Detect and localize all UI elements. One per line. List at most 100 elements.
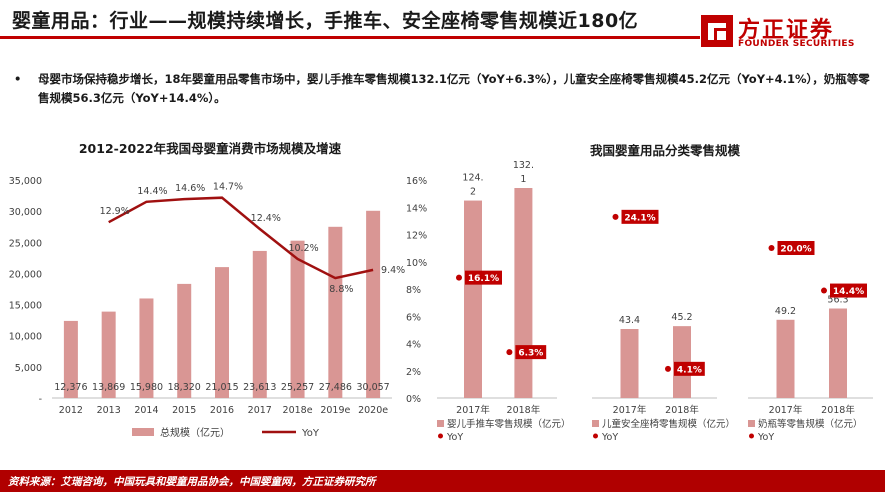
- chart1-bar: [215, 267, 229, 398]
- chart2-yoy-label-box: [621, 209, 659, 224]
- chart2-bar-value-label: 56.3: [827, 294, 848, 305]
- chart2-yoy-label: 20.0%: [780, 245, 811, 255]
- chart2-yoy-label: 4.1%: [677, 365, 702, 375]
- summary-bullet: • 母婴市场保持稳步增长，18年婴童用品零售市场中，婴儿手推车零售规模132.1…: [14, 70, 874, 108]
- chart2-yoy-label-box: [674, 361, 705, 376]
- chart1-left-tick-label: 10,000: [9, 332, 42, 343]
- chart1-bar: [63, 320, 78, 398]
- chart1-bar-value-label: 23,613: [243, 382, 276, 393]
- chart2-legend-yoy-label: YoY: [757, 432, 774, 443]
- chart2-group: 43.4 2017年 24.1% 45.2 2018年 4.1% 儿童安全座椅零售规模（亿元…: [592, 209, 735, 443]
- chart1-bar: [139, 298, 154, 398]
- chart1-yoy-label: 14.6%: [175, 183, 205, 194]
- chart2-legend-bar-swatch: [437, 420, 444, 427]
- chart2-yoy-point: [612, 213, 619, 220]
- chart2-yoy-label-box: [465, 270, 502, 285]
- chart2-bar-value-label: 49.2: [775, 306, 796, 317]
- chart1-bar-value-label: 18,320: [168, 382, 201, 393]
- chart1-yoy-label: 10.2%: [288, 243, 318, 254]
- chart2-yoy-label: 24.1%: [624, 213, 655, 223]
- chart2-legend-yoy-swatch: [438, 433, 443, 439]
- legend-bar-swatch: [132, 428, 154, 436]
- chart1-right-tick-label: 2%: [406, 367, 421, 378]
- chart1-yoy-line: [108, 196, 374, 280]
- chart2-bar-value-label: 124.: [462, 173, 483, 184]
- chart1-bar: [366, 210, 381, 398]
- chart1-x-tick-label: 2020e: [358, 405, 388, 416]
- chart2-legend-bar-swatch: [592, 420, 599, 427]
- legend-bar-label: 总规模（亿元）: [160, 426, 230, 439]
- chart2-yoy-point: [768, 245, 775, 251]
- chart2-title: 我国婴童用品分类零售规模: [590, 143, 741, 158]
- chart1-legend: 总规模（亿元） YoY: [132, 426, 320, 439]
- chart2-yoy-label-box: [830, 283, 867, 298]
- chart1-x-tick-label: 2014: [134, 405, 158, 416]
- chart1-x-tick-label: 2016: [210, 405, 234, 416]
- chart1-bar-value-label: 21,015: [205, 382, 238, 393]
- chart1-yoy-label: 8.8%: [329, 284, 353, 295]
- chart2-legend-bar-label: 婴儿手推车零售规模（亿元）: [447, 418, 571, 430]
- chart1-left-tick-label: 15,000: [9, 301, 42, 312]
- chart2-x-tick-label: 2018年: [507, 404, 541, 416]
- bullet-text: 母婴市场保持稳步增长，18年婴童用品零售市场中，婴儿手推车零售规模132.1亿元…: [38, 72, 870, 105]
- chart2-yoy-label-box: [515, 345, 547, 360]
- chart2-bar-value-label: 132.: [513, 160, 534, 171]
- category-retail-chart: 我国婴童用品分类零售规模 124. 2 2017年 16.1% 132. 1 2018年 6.…: [437, 143, 873, 443]
- market-size-chart: 2012-2022年我国母婴童消费市场规模及增速 - 5,000 10,000 15,…: [9, 141, 427, 439]
- chart1-right-tick-label: 12%: [406, 231, 427, 242]
- title-underline: [0, 36, 700, 39]
- chart2-yoy-label: 6.3%: [518, 349, 543, 359]
- source-footer: 资料来源：艾瑞咨询，中国玩具和婴童用品协会，中国婴童网，方正证券研究所: [0, 470, 885, 492]
- chart1-right-tick-label: 6%: [406, 312, 421, 323]
- chart2-legend-yoy-label: YoY: [601, 432, 618, 443]
- chart2-bar-value-label: 43.4: [619, 315, 640, 326]
- chart1-bar-value-label: 25,257: [281, 382, 314, 393]
- chart1-x-tick-label: 2013: [97, 405, 121, 416]
- chart1-yoy-label: 12.4%: [251, 213, 281, 224]
- chart2-group: 124. 2 2017年 16.1% 132. 1 2018年 6.3% 婴儿手推车零售规模（亿…: [437, 160, 571, 443]
- chart2-bar: [620, 329, 639, 398]
- chart2-yoy-label: 16.1%: [468, 274, 499, 284]
- logo-english-name: FOUNDER SECURITIES: [738, 39, 855, 49]
- chart1-x-tick-label: 2018e: [283, 405, 313, 416]
- chart2-group: 49.2 2017年 20.0% 56.3 2018年 14.4% 奶瓶等零售规模（亿元） Y…: [748, 241, 873, 443]
- chart1-yoy-label: 14.4%: [137, 186, 167, 197]
- chart1-left-tick-label: 5,000: [15, 363, 42, 374]
- bullet-marker: •: [14, 72, 22, 86]
- chart2-x-tick-label: 2017年: [613, 404, 647, 416]
- chart1-bar-value-label: 27,486: [319, 382, 352, 393]
- chart1-left-tick-label: 35,000: [9, 176, 42, 187]
- chart2-legend-yoy-label: YoY: [446, 432, 463, 443]
- chart1-yoy-label: 9.4%: [381, 265, 405, 276]
- chart1-left-tick-label: 30,000: [9, 207, 42, 218]
- chart1-left-tick-label: 20,000: [9, 269, 42, 280]
- chart2-yoy-label: 14.4%: [833, 287, 864, 297]
- chart1-bar: [101, 311, 116, 398]
- legend-line-label: YoY: [301, 428, 320, 439]
- chart1-bar: [177, 283, 192, 398]
- chart1-bar: [328, 226, 343, 398]
- source-text: 资料来源：艾瑞咨询，中国玩具和婴童用品协会，中国婴童网，方正证券研究所: [8, 476, 376, 488]
- chart2-yoy-point: [456, 274, 462, 281]
- chart2-yoy-point: [506, 349, 513, 356]
- chart2-legend-yoy-swatch: [593, 433, 598, 439]
- chart2-yoy-point: [665, 365, 671, 372]
- chart2-legend-yoy-swatch: [749, 433, 754, 439]
- chart1-right-tick-label: 4%: [406, 340, 421, 351]
- chart2-bar: [829, 308, 847, 398]
- chart2-bar-value-label: 45.2: [671, 312, 692, 323]
- slide-header: 婴童用品：行业——规模持续增长，手推车、安全座椅零售规模近180亿 方正证券 F…: [0, 0, 885, 52]
- chart1-bar-value-label: 12,376: [54, 382, 87, 393]
- chart1-yoy-label: 12.9%: [100, 206, 130, 217]
- chart2-bar: [464, 200, 482, 398]
- chart1-bar: [252, 250, 267, 398]
- chart1-x-tick-label: 2017: [248, 405, 272, 416]
- founder-logo-icon: [701, 15, 733, 47]
- chart2-bar-value-label: 2: [470, 187, 476, 198]
- chart1-bar-value-label: 13,869: [92, 382, 125, 393]
- chart2-x-tick-label: 2017年: [769, 404, 803, 416]
- chart1-right-tick-label: 10%: [406, 258, 427, 269]
- chart1-title: 2012-2022年我国母婴童消费市场规模及增速: [79, 141, 342, 156]
- chart2-legend-bar-label: 儿童安全座椅零售规模（亿元）: [602, 418, 735, 430]
- chart2-bar: [514, 188, 533, 398]
